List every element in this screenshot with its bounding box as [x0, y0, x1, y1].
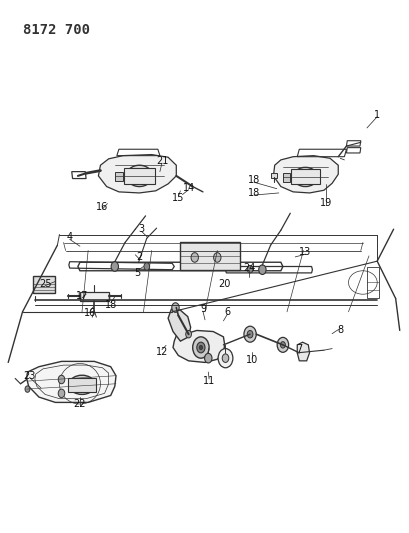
- Circle shape: [280, 342, 285, 348]
- Text: 23: 23: [23, 371, 36, 381]
- Bar: [290, 169, 319, 184]
- Bar: [282, 173, 290, 182]
- Bar: [33, 276, 55, 293]
- Text: 10: 10: [245, 355, 258, 365]
- Bar: [80, 292, 108, 301]
- Polygon shape: [297, 342, 309, 361]
- Text: 25: 25: [39, 279, 51, 288]
- Ellipse shape: [222, 354, 228, 362]
- Circle shape: [258, 265, 265, 274]
- Text: 8: 8: [337, 326, 342, 335]
- Polygon shape: [168, 309, 190, 341]
- Circle shape: [247, 330, 252, 338]
- Ellipse shape: [297, 171, 312, 183]
- Text: 1: 1: [373, 110, 379, 119]
- Bar: [366, 266, 378, 298]
- Circle shape: [144, 263, 149, 270]
- Circle shape: [25, 386, 30, 392]
- Ellipse shape: [126, 165, 152, 187]
- Bar: [67, 378, 96, 392]
- Text: 7: 7: [295, 344, 302, 354]
- Circle shape: [185, 330, 191, 338]
- Text: 14: 14: [182, 183, 194, 192]
- Text: 24: 24: [243, 263, 255, 272]
- Circle shape: [171, 303, 179, 312]
- Text: 9: 9: [200, 304, 205, 314]
- Circle shape: [276, 337, 288, 352]
- Text: 8172 700: 8172 700: [22, 23, 89, 37]
- Text: 21: 21: [155, 156, 168, 166]
- Circle shape: [243, 326, 256, 342]
- Text: 18: 18: [104, 300, 117, 310]
- Text: 6: 6: [224, 307, 230, 317]
- Text: 18: 18: [247, 188, 260, 198]
- Circle shape: [58, 375, 65, 384]
- Text: 13: 13: [299, 247, 311, 257]
- Polygon shape: [173, 330, 224, 362]
- Ellipse shape: [131, 169, 147, 183]
- Text: 16: 16: [84, 309, 96, 318]
- Text: 17: 17: [76, 291, 88, 301]
- Text: 22: 22: [74, 399, 86, 409]
- Text: 4: 4: [67, 232, 72, 242]
- Text: 16: 16: [96, 202, 108, 212]
- Bar: [270, 173, 276, 178]
- Bar: [180, 242, 239, 270]
- Circle shape: [213, 253, 220, 262]
- Polygon shape: [27, 361, 116, 402]
- Circle shape: [199, 345, 202, 350]
- Ellipse shape: [292, 167, 317, 187]
- Circle shape: [191, 253, 198, 262]
- Text: 3: 3: [138, 224, 144, 234]
- Text: 2: 2: [136, 252, 142, 262]
- Text: 18: 18: [247, 175, 260, 185]
- Ellipse shape: [74, 378, 90, 391]
- Circle shape: [204, 353, 211, 363]
- Text: 15: 15: [172, 193, 184, 203]
- Circle shape: [58, 389, 65, 398]
- Polygon shape: [273, 156, 337, 193]
- Ellipse shape: [69, 375, 95, 394]
- Text: 19: 19: [319, 198, 331, 207]
- Text: 12: 12: [155, 347, 168, 357]
- Ellipse shape: [218, 349, 232, 368]
- Text: 11: 11: [202, 376, 215, 386]
- Circle shape: [196, 342, 204, 353]
- Circle shape: [247, 265, 252, 273]
- Polygon shape: [98, 155, 176, 193]
- Text: 20: 20: [218, 279, 230, 288]
- Bar: [124, 168, 155, 184]
- Text: 5: 5: [134, 268, 140, 278]
- Circle shape: [192, 337, 209, 358]
- Circle shape: [111, 262, 118, 271]
- Bar: [115, 172, 123, 181]
